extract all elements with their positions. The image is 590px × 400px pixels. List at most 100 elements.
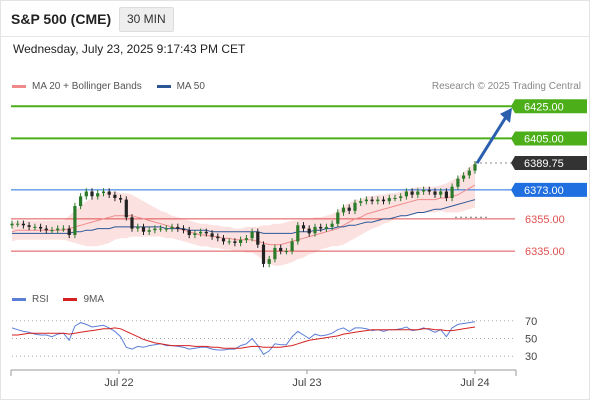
candle-body-24 [147,230,151,232]
candle-body-10 [67,228,71,235]
candle-body-30 [181,228,186,231]
candle-body-69 [404,191,408,197]
candle-body-79 [462,175,466,179]
candle-body-32 [193,233,197,235]
candle-body-2 [21,223,25,226]
candle-body-64 [376,199,380,202]
candle-body-22 [136,226,140,229]
level-label-6373.00: 6373.00 [524,185,564,197]
candle-body-48 [284,251,288,253]
candle-body-56 [330,223,334,227]
candle-body-39 [233,241,237,243]
level-label-6389.75: 6389.75 [524,158,564,170]
legend-ma20: MA 20 + Bollinger Bands [12,81,142,92]
candle-body-25 [153,228,157,231]
level-tag-6373.00 [511,182,587,197]
candle-body-70 [410,191,414,195]
candle-body-16 [101,191,106,194]
candle-body-44 [261,244,266,264]
candle-body-76 [444,191,448,198]
candle-body-51 [301,225,306,229]
candle-body-52 [307,228,311,234]
rsi-tick-30: 30 [525,351,537,363]
candle-body-73 [427,189,431,192]
candle-body-59 [347,207,351,211]
candle-body-77 [450,186,454,198]
candle-body-26 [159,228,163,230]
rsi-ma9-line [12,326,476,349]
level-tag-6425.00 [511,99,587,114]
level-label-6335.00: 6335.00 [525,246,565,258]
candle-body-27 [164,228,168,230]
candle-body-14 [90,191,94,197]
candle-body-57 [336,212,340,224]
timeframe-button[interactable]: 30 MIN [119,7,174,32]
rsi-tick-70: 70 [525,316,537,328]
level-tag-6389.75 [511,155,587,170]
legend-ma20-label: MA 20 + Bollinger Bands [32,81,142,92]
forecast-arrow-head [500,107,512,123]
candle-body-50 [296,225,300,242]
legend-ma20-swatch [12,84,26,88]
candle-body-68 [399,196,403,198]
candle-body-60 [353,202,357,211]
candle-body-54 [319,226,323,229]
candle-body-72 [422,189,426,192]
candle-body-31 [187,230,191,235]
forecast-arrow-shaft [475,116,508,164]
legend-9ma-label: 9MA [83,294,105,305]
candle-body-58 [341,207,346,213]
candle-body-66 [387,198,391,202]
rsi-line [11,321,476,356]
legend-ma50-label: MA 50 [176,81,205,92]
candle-body-42 [250,231,254,239]
candle-body-41 [244,238,248,240]
candle-body-18 [113,194,117,198]
candle-body-47 [279,247,283,252]
candle-body-0 [10,223,14,226]
date-text: Wednesday, July 23, 2025 9:17:43 PM CET [13,42,246,56]
main-legend: MA 20 + Bollinger Bands MA 50 [12,81,217,92]
candle-body-33 [199,231,203,234]
candle-body-38 [227,241,231,243]
candle-body-40 [239,239,243,243]
candle-body-13 [84,191,88,197]
legend-rsi-label: RSI [32,294,49,305]
candle-body-29 [176,226,180,229]
candle-body-45 [267,259,271,264]
candle-body-61 [359,201,363,203]
candle-body-63 [370,199,374,202]
candle-body-67 [393,198,397,199]
legend-rsi-swatch [12,297,26,301]
rsi-tick-50: 50 [525,334,537,346]
legend-9ma-swatch [63,297,78,301]
legend-rsi: RSI [12,294,49,305]
candle-body-8 [56,228,60,231]
ma50-line [12,199,476,234]
candle-body-19 [119,198,123,200]
candle-body-49 [290,241,294,252]
bollinger-band [12,162,475,266]
candle-body-20 [124,199,128,218]
candle-body-43 [256,231,260,245]
candle-body-15 [96,193,100,197]
candle-body-55 [324,226,328,229]
candle-body-12 [79,196,83,207]
legend-ma50: MA 50 [156,81,205,92]
candle-body-80 [467,170,471,176]
candle-body-9 [61,228,65,230]
candle-body-4 [33,226,37,228]
candle-body-1 [16,223,20,225]
candle-body-34 [204,231,208,234]
x-tick-label-1: Jul 23 [292,377,321,389]
candle-body-75 [439,191,443,195]
candle-body-17 [107,191,111,195]
candle-body-53 [313,226,317,234]
rsi-legend: RSI 9MA [12,294,116,305]
candle-body-11 [73,206,77,235]
legend-9ma: 9MA [63,294,104,305]
level-label-6425.00: 6425.00 [524,101,564,113]
ma20-line [11,184,476,246]
candle-body-78 [456,178,460,187]
